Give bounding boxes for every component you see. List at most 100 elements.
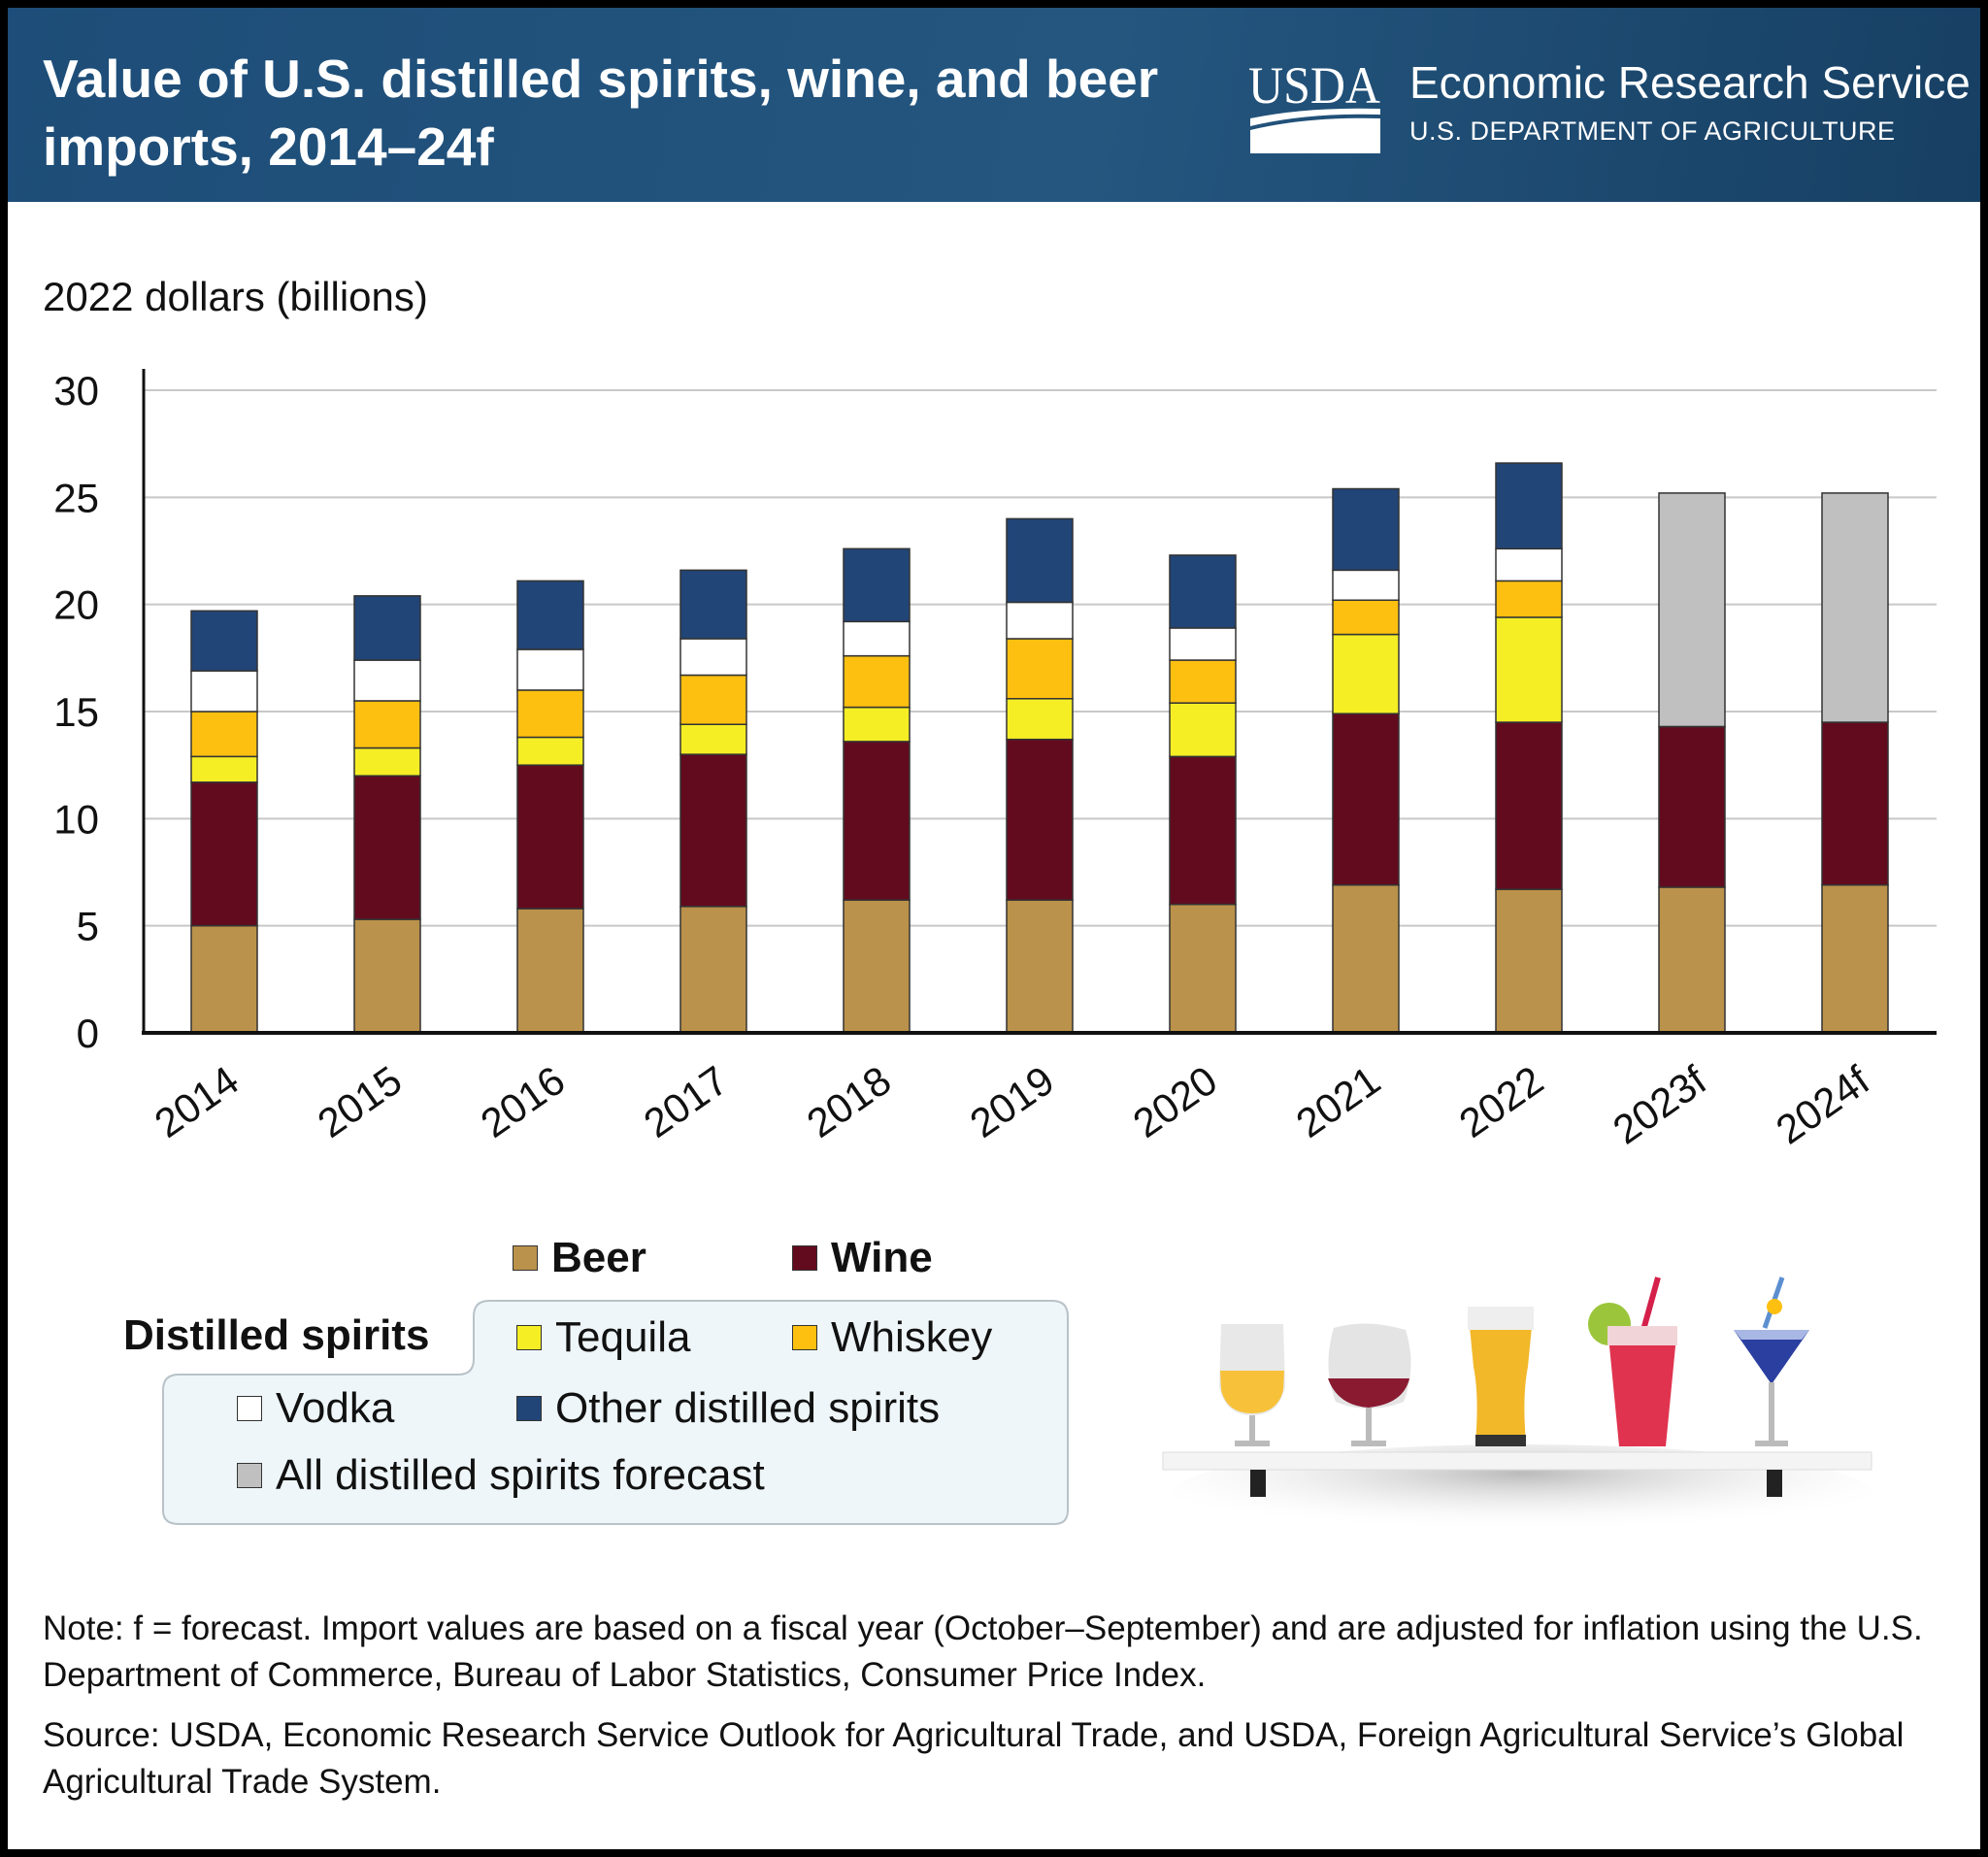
x-tick-label: 2020 — [1125, 1057, 1225, 1146]
bar-segment-whiskey — [679, 674, 747, 725]
x-tick-label: 2022 — [1451, 1057, 1551, 1146]
legend-item-vodka: Vodka — [237, 1384, 394, 1433]
bar-segment-wine — [353, 775, 421, 920]
bar-segment-tequila — [1332, 633, 1400, 714]
bar-segment-whiskey — [1495, 580, 1563, 618]
legend-item-beer: Beer — [513, 1234, 646, 1282]
bar-segment-beer — [516, 908, 584, 1034]
bar-segment-other-distilled-spirits — [1006, 517, 1074, 604]
bar-segment-wine — [190, 781, 258, 927]
legend-item-whiskey: Whiskey — [792, 1313, 992, 1362]
bar-segment-beer — [679, 906, 747, 1034]
bar-segment-beer — [1169, 903, 1237, 1034]
x-tick-label: 2017 — [636, 1057, 736, 1146]
legend-label: Tequila — [555, 1313, 691, 1361]
chart-title: Value of U.S. distilled spirits, wine, a… — [43, 49, 1159, 177]
note-text: Note: f = forecast. Import values are ba… — [43, 1609, 1923, 1694]
legend-item-tequila: Tequila — [516, 1313, 690, 1362]
bar-segment-beer — [190, 924, 258, 1034]
y-tick-label: 25 — [53, 475, 99, 520]
bar-segment-wine — [1006, 738, 1074, 901]
x-tick-label: 2023f — [1605, 1057, 1714, 1153]
y-tick-label: 0 — [77, 1011, 99, 1056]
bar-segment-beer — [1821, 883, 1889, 1034]
bar-segment-vodka — [353, 659, 421, 702]
y-axis-label: 2022 dollars (billions) — [43, 274, 428, 319]
bar-segment-all-distilled-spirits-forecast — [1658, 492, 1726, 728]
bar-segment-beer — [1658, 886, 1726, 1034]
drinks-shelf-illustration — [1162, 1277, 1872, 1542]
bar-segment-vodka — [1169, 627, 1237, 661]
bar-segment-other-distilled-spirits — [679, 569, 747, 640]
bar-segment-tequila — [353, 746, 421, 777]
legend-swatch — [516, 1325, 542, 1350]
bar-segment-wine — [843, 741, 911, 901]
header-banner: Value of U.S. distilled spirits, wine, a… — [8, 8, 1980, 202]
bar-segment-wine — [1332, 713, 1400, 886]
bar-segment-tequila — [679, 723, 747, 755]
bar-segment-other-distilled-spirits — [843, 547, 911, 623]
x-tick-label: 2024f — [1768, 1057, 1877, 1153]
legend-label: Vodka — [276, 1384, 395, 1432]
bar-segment-other-distilled-spirits — [1332, 487, 1400, 572]
bar-segment-other-distilled-spirits — [1169, 554, 1237, 629]
bar-segment-whiskey — [516, 689, 584, 739]
bar-segment-whiskey — [190, 711, 258, 758]
bar-segment-vodka — [1332, 569, 1400, 602]
bar-segment-whiskey — [353, 700, 421, 749]
x-tick-label: 2021 — [1288, 1057, 1388, 1146]
bar-segment-wine — [1495, 721, 1563, 890]
bar-segment-vodka — [1006, 601, 1074, 640]
legend-label: Wine — [831, 1234, 933, 1281]
bar-segment-whiskey — [1006, 638, 1074, 700]
legend-group-label: Distilled spirits — [123, 1311, 430, 1359]
y-tick-label: 15 — [53, 689, 99, 735]
bar-segment-other-distilled-spirits — [190, 610, 258, 672]
bar-segment-tequila — [1495, 616, 1563, 723]
legend-label: Other distilled spirits — [555, 1384, 941, 1432]
infographic: Value of U.S. distilled spirits, wine, a… — [8, 8, 1980, 1849]
legend-swatch — [792, 1245, 817, 1271]
bar-segment-whiskey — [843, 654, 911, 709]
bar-segment-tequila — [190, 755, 258, 783]
x-tick-label: 2019 — [962, 1057, 1062, 1146]
legend-swatch — [513, 1245, 538, 1271]
x-tick-label: 2015 — [310, 1057, 410, 1146]
legend-label: All distilled spirits forecast — [276, 1451, 765, 1499]
x-tick-label: 2014 — [147, 1057, 247, 1146]
bar-segment-vodka — [1495, 547, 1563, 582]
legend-item-wine: Wine — [792, 1234, 933, 1282]
bar-segment-vodka — [843, 620, 911, 657]
y-tick-label: 5 — [77, 904, 99, 949]
bar-segment-wine — [679, 753, 747, 908]
legend-swatch — [516, 1396, 542, 1421]
legend-label: Whiskey — [831, 1313, 993, 1361]
x-tick-label: 2018 — [799, 1057, 899, 1146]
bar-segment-other-distilled-spirits — [1495, 462, 1563, 550]
legend-swatch — [237, 1396, 262, 1421]
bar-segment-tequila — [843, 706, 911, 743]
bar-segment-vodka — [679, 638, 747, 677]
legend-item-other: Other distilled spirits — [516, 1384, 940, 1433]
bar-segment-wine — [1821, 721, 1889, 886]
department-name: U.S. DEPARTMENT OF AGRICULTURE — [1409, 116, 1896, 146]
legend-item-forecast: All distilled spirits forecast — [237, 1451, 765, 1500]
bar-segment-tequila — [1006, 698, 1074, 741]
bar-segment-beer — [353, 918, 421, 1034]
stacked-bar-chart: 0 5 10 15 20 25 30 2014 2015 2016 2017 2018 2019 2020… — [53, 368, 1937, 1153]
source-text: Source: USDA, Economic Research Service … — [43, 1716, 1905, 1801]
x-tick-label: 2016 — [473, 1057, 573, 1146]
bar-segment-wine — [1658, 725, 1726, 888]
bar-segment-wine — [1169, 755, 1237, 906]
bar-segment-tequila — [516, 736, 584, 766]
bar-segment-beer — [1495, 888, 1563, 1034]
bar-segment-vodka — [516, 648, 584, 691]
usda-logo: USDA — [1248, 58, 1380, 153]
y-tick-label: 10 — [53, 796, 99, 842]
bar-segment-beer — [1006, 899, 1074, 1034]
y-tick-label: 20 — [53, 582, 99, 628]
bar-segment-other-distilled-spirits — [353, 595, 421, 661]
bar-segment-tequila — [1169, 702, 1237, 758]
bar-segment-vodka — [190, 670, 258, 713]
agency-name: Economic Research Service — [1409, 57, 1971, 108]
